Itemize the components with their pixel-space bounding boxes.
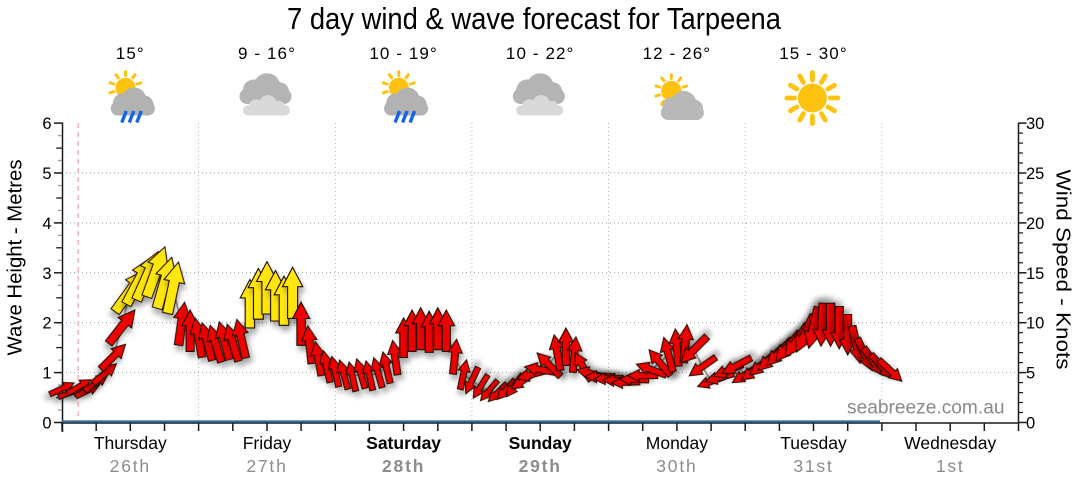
svg-text:6: 6 <box>42 115 51 133</box>
svg-text:20: 20 <box>1026 215 1044 233</box>
svg-text:15 - 30°: 15 - 30° <box>779 44 848 63</box>
svg-text:Friday: Friday <box>243 433 292 453</box>
svg-text:5: 5 <box>1026 365 1035 383</box>
svg-text:1: 1 <box>42 365 51 383</box>
svg-text:15°: 15° <box>116 44 145 63</box>
svg-text:Wave Height - Metres: Wave Height - Metres <box>5 160 27 356</box>
svg-text:Monday: Monday <box>646 433 709 453</box>
svg-text:Wednesday: Wednesday <box>904 433 996 453</box>
svg-text:10: 10 <box>1026 315 1044 333</box>
svg-text:30: 30 <box>1026 115 1044 133</box>
svg-text:30th: 30th <box>656 456 697 476</box>
svg-text:Saturday: Saturday <box>366 433 441 453</box>
svg-text:0: 0 <box>42 415 51 433</box>
svg-text:Sunday: Sunday <box>509 433 572 453</box>
svg-text:Thursday: Thursday <box>94 433 167 453</box>
svg-text:29th: 29th <box>519 456 562 476</box>
svg-text:12 - 26°: 12 - 26° <box>643 44 712 63</box>
svg-text:15: 15 <box>1026 265 1044 283</box>
svg-text:0: 0 <box>1026 415 1035 433</box>
svg-text:2: 2 <box>42 315 51 333</box>
svg-text:25: 25 <box>1026 165 1044 183</box>
svg-text:1st: 1st <box>936 456 965 476</box>
svg-text:10 - 19°: 10 - 19° <box>369 44 438 63</box>
svg-text:Wind Speed - Knots: Wind Speed - Knots <box>1052 170 1074 370</box>
svg-text:26th: 26th <box>110 456 151 476</box>
svg-text:5: 5 <box>42 165 51 183</box>
svg-text:9 - 16°: 9 - 16° <box>238 44 296 63</box>
svg-text:27th: 27th <box>246 456 287 476</box>
svg-text:3: 3 <box>42 265 51 283</box>
svg-text:4: 4 <box>42 215 51 233</box>
svg-text:28th: 28th <box>382 456 425 476</box>
svg-text:Tuesday: Tuesday <box>780 433 847 453</box>
svg-text:31st: 31st <box>793 456 833 476</box>
svg-text:10 - 22°: 10 - 22° <box>506 44 575 63</box>
svg-text:seabreeze.com.au: seabreeze.com.au <box>847 397 1005 419</box>
svg-text:7 day wind & wave forecast for: 7 day wind & wave forecast for Tarpeena <box>287 1 782 36</box>
